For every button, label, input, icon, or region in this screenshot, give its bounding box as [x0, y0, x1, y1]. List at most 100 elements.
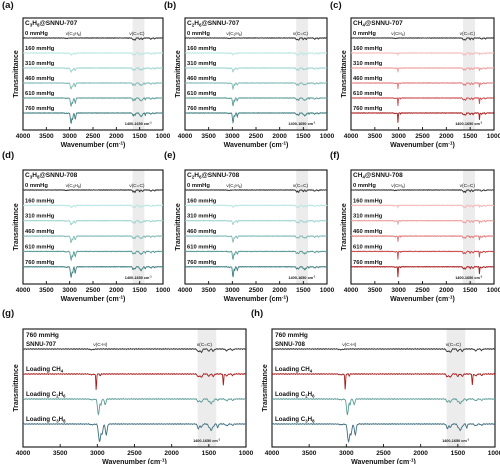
series-line — [22, 265, 164, 279]
panel-letter: (d) — [2, 150, 14, 161]
x-tick-label: 4000 — [16, 133, 31, 140]
x-tick-label: 1000 — [487, 133, 500, 140]
peak-annotation: ν(C=C) — [197, 342, 213, 348]
band-label: 1400-1650 cm-1 — [288, 275, 316, 280]
x-tick-label: 1000 — [487, 287, 500, 294]
x-tick-label: 2500 — [376, 450, 391, 457]
series-label: 610 mmHg — [187, 91, 217, 97]
x-tick-label: 3000 — [62, 287, 77, 294]
series-line — [22, 36, 164, 42]
band-highlight — [296, 18, 309, 130]
peak-annotation: ν(C3H8) — [66, 183, 82, 189]
x-tick-label: 4000 — [16, 287, 31, 294]
chart-title: CH4@SNNU-708 — [353, 172, 403, 180]
peak-annotation: ν(CH4) — [391, 183, 405, 189]
chart-title: C3H8@SNNU-708 — [25, 172, 78, 180]
panel-letter: (b) — [164, 0, 176, 11]
peak-annotation: ν(C=C) — [129, 31, 145, 37]
series-label: 460 mmHg — [187, 76, 217, 82]
y-axis-label: Transmittance — [13, 364, 20, 412]
peak-annotation: ν(C=C) — [293, 183, 309, 189]
x-tick-label: 3500 — [368, 287, 383, 294]
series-label: 0 mmHg — [25, 31, 48, 37]
series-label: 760 mmHg — [187, 106, 217, 112]
x-axis-label: Wavenumber (cm-1) — [61, 141, 126, 149]
band-highlight — [132, 18, 145, 130]
chart-panel-e: (e) C2H6@SNNU-708 4000 3500 3000 2500 2000 1500… — [164, 150, 335, 303]
series-line — [22, 250, 164, 262]
chart-panel-f: (f) CH4@SNNU-708 4000 3500 3000 2500 2000 1500 1… — [330, 150, 500, 303]
peak-annotation: ν(C2H6) — [226, 31, 242, 37]
series-line — [22, 51, 164, 56]
chart-panel-h: (h) 760 mmHg 4000 3500 3000 2500 2000 1500 1000 W… — [251, 308, 500, 466]
x-tick-label: 3500 — [368, 133, 383, 140]
x-tick-label: 1000 — [320, 287, 335, 294]
series-line — [350, 250, 495, 260]
x-tick-label: 2000 — [272, 287, 287, 294]
x-tick-label: 3000 — [339, 450, 354, 457]
series-label: 310 mmHg — [187, 214, 217, 220]
series-line — [22, 81, 164, 90]
series-line — [350, 234, 495, 242]
x-tick-label: 3000 — [225, 133, 240, 140]
chart-panel-a: (a) C3H8@SNNU-707 4000 3500 3000 2500 2000 1500… — [2, 0, 171, 149]
y-axis-label: Transmittance — [262, 364, 269, 412]
x-axis-label: Wavenumber (cm-1) — [390, 141, 455, 149]
x-tick-label: 2500 — [86, 287, 101, 294]
series-line — [350, 66, 495, 73]
series-line — [351, 204, 495, 209]
series-label: 0 mmHg — [25, 183, 48, 189]
series-line — [22, 96, 164, 107]
series-line — [22, 372, 247, 390]
series-line — [22, 66, 163, 74]
x-tick-label: 2500 — [249, 287, 264, 294]
series-label: Loading C2H6 — [26, 391, 66, 399]
series-label: Loading C2H6 — [275, 391, 315, 399]
y-axis-label: Transmittance — [13, 50, 20, 98]
series-line — [184, 51, 327, 56]
band-highlight — [463, 170, 475, 284]
series-label: 160 mmHg — [353, 46, 383, 52]
series-line — [350, 265, 494, 278]
y-axis-label: Transmittance — [175, 203, 182, 251]
x-tick-label: 2000 — [439, 133, 454, 140]
x-tick-label: 4000 — [344, 287, 359, 294]
series-label: 610 mmHg — [25, 91, 55, 97]
x-tick-label: 1500 — [296, 133, 311, 140]
panel-letter: (g) — [2, 308, 14, 319]
peak-annotation: ν(C=C) — [446, 342, 462, 348]
series-line — [271, 422, 495, 444]
band-highlight — [446, 329, 466, 447]
series-line — [184, 250, 328, 261]
series-label: 160 mmHg — [187, 46, 217, 52]
x-tick-label: 1500 — [463, 133, 478, 140]
series-label: 760 mmHg — [25, 106, 55, 112]
y-axis-label: Transmittance — [13, 203, 20, 251]
peak-annotation: ν(C3H8) — [66, 31, 82, 37]
x-tick-label: 1000 — [156, 287, 171, 294]
series-label: 310 mmHg — [25, 214, 55, 220]
series-line — [271, 372, 496, 390]
band-label: 1400-1650 cm-1 — [288, 121, 316, 126]
y-axis-label: Transmittance — [175, 50, 182, 98]
series-label: 760 mmHg — [353, 106, 383, 112]
series-label: Loading CH4 — [26, 366, 64, 374]
series-line — [22, 422, 247, 443]
series-line — [350, 111, 495, 123]
panel-letter: (f) — [330, 150, 340, 161]
peak-annotation: ν(C=C) — [460, 183, 476, 189]
series-line — [350, 219, 495, 225]
peak-annotation: ν(C2H6) — [226, 183, 242, 189]
peak-annotation: ν(C-H) — [93, 342, 108, 348]
panel-letter: (c) — [330, 0, 342, 11]
x-tick-label: 3500 — [201, 287, 216, 294]
x-tick-label: 3000 — [90, 450, 105, 457]
peak-annotation: ν(C=C) — [129, 183, 145, 189]
series-label: 0 mmHg — [187, 183, 210, 189]
series-line — [184, 36, 328, 41]
series-line — [185, 96, 328, 107]
series-label: 460 mmHg — [187, 229, 217, 235]
series-line — [184, 234, 328, 244]
x-tick-label: 1500 — [451, 450, 466, 457]
x-axis-label: Wavenumber (cm-1) — [351, 458, 416, 464]
